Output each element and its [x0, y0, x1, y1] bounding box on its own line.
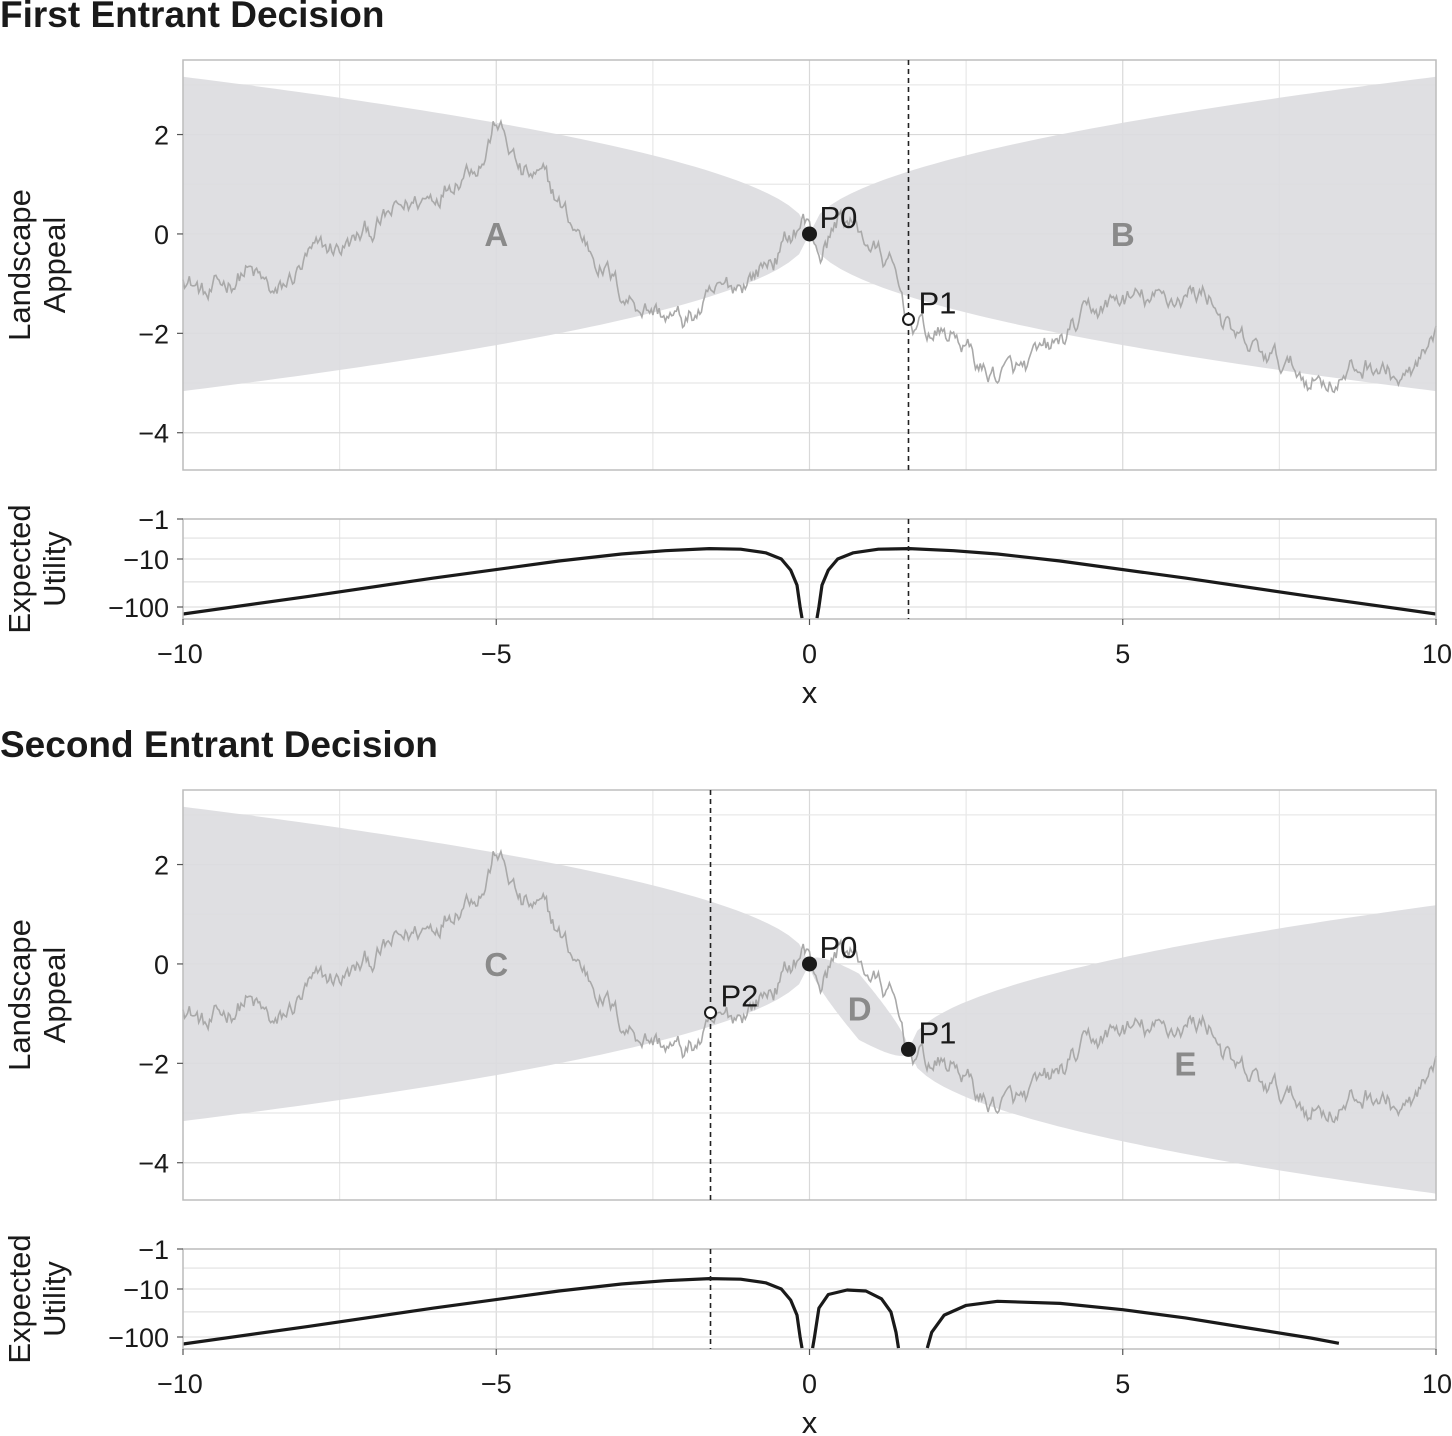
point-label-p2: P2 — [721, 979, 759, 1014]
landscape-ylabel-line-1: Landscape — [2, 919, 37, 1071]
y-tick-label: 2 — [154, 121, 169, 151]
point-label-p0: P0 — [820, 200, 858, 235]
uncertainty-band-1 — [183, 806, 810, 1122]
x-axis-title: x — [802, 1405, 818, 1436]
chart-title-second-entrant: Second Entrant Decision — [0, 724, 438, 765]
y-tick-label: −4 — [138, 1149, 169, 1179]
utility-panel: −1 −10 −100 Expected Utility — [2, 1234, 1437, 1364]
utility-curve-group — [183, 1277, 1340, 1349]
utility-curve-segment-2 — [815, 547, 1436, 619]
x-tick-label: −5 — [481, 1369, 512, 1399]
x-tick-label: −5 — [481, 639, 512, 669]
uncertainty-band-2 — [809, 957, 909, 1056]
x-tick-label: 5 — [1115, 1369, 1130, 1399]
landscape-panel: C D E P0 P1 P2 2 0 −2 −4 Landscape Appeal — [2, 789, 1437, 1201]
y-tick-label: −2 — [138, 319, 169, 349]
x-tick-label: 0 — [802, 639, 817, 669]
point-label-p1: P1 — [918, 285, 956, 320]
utility-y-tick-label: −1 — [138, 505, 169, 535]
utility-y-tick-label: −1 — [138, 1235, 169, 1265]
uncertainty-band-3 — [908, 905, 1436, 1194]
x-axis: −10 −5 0 5 10 x — [157, 1349, 1452, 1436]
x-tick-label: −10 — [157, 1369, 203, 1399]
x-axis-title: x — [802, 675, 818, 710]
y-tick-label: 2 — [154, 851, 169, 881]
y-tick-label: −2 — [138, 1049, 169, 1079]
utility-ylabel-line-2: Utility — [37, 531, 72, 607]
chart-title-first-entrant: First Entrant Decision — [0, 0, 385, 35]
landscape-frame — [182, 789, 1437, 1201]
landscape-frame — [182, 59, 1437, 471]
point-p1 — [900, 1041, 916, 1057]
utility-ylabel-line-2: Utility — [37, 1261, 72, 1337]
utility-y-tick-label: −10 — [123, 1275, 169, 1305]
utility-panel: −1 −10 −100 Expected Utility — [2, 504, 1437, 634]
landscape-panel: A B P0 P1 2 0 −2 −4 Landscape Appeal — [2, 59, 1437, 471]
x-tick-label: −10 — [157, 639, 203, 669]
x-tick-label: 0 — [802, 1369, 817, 1399]
y-tick-label: −4 — [138, 419, 169, 449]
region-label-a: A — [484, 216, 508, 253]
x-tick-label: 10 — [1422, 1369, 1452, 1399]
utility-curve-group — [183, 547, 1436, 619]
region-label-d: D — [848, 991, 872, 1028]
point-label-p0: P0 — [820, 930, 858, 965]
x-tick-label: 10 — [1422, 639, 1452, 669]
x-axis: −10 −5 0 5 10 x — [157, 619, 1452, 710]
uncertainty-band-2 — [809, 76, 1436, 392]
region-label-b: B — [1111, 216, 1135, 253]
point-label-p1: P1 — [918, 1015, 956, 1050]
utility-curve-segment-2 — [811, 1288, 901, 1349]
utility-y-tick-label: −100 — [108, 1323, 169, 1353]
y-tick-label: 0 — [154, 950, 169, 980]
utility-y-tick-label: −10 — [123, 545, 169, 575]
point-p1 — [901, 312, 915, 326]
landscape-line — [182, 848, 1437, 1124]
utility-curve-segment-1 — [183, 547, 804, 619]
landscape-line — [182, 118, 1437, 394]
point-p0 — [802, 956, 817, 972]
landscape-ylabel-line-2: Appeal — [37, 217, 72, 314]
uncertainty-band-1 — [183, 76, 810, 392]
landscape-ylabel-line-2: Appeal — [37, 947, 72, 1044]
x-tick-label: 5 — [1115, 639, 1130, 669]
region-label-c: C — [484, 946, 508, 983]
region-label-e: E — [1174, 1045, 1196, 1082]
utility-ylabel-line-1: Expected — [2, 504, 37, 633]
utility-curve-segment-3 — [925, 1299, 1340, 1349]
y-tick-label: 0 — [154, 220, 169, 250]
utility-y-tick-label: −100 — [108, 593, 169, 623]
point-p2 — [704, 1006, 718, 1020]
utility-ylabel-line-1: Expected — [2, 1234, 37, 1363]
utility-curve-segment-1 — [183, 1277, 804, 1349]
landscape-ylabel-line-1: Landscape — [2, 189, 37, 341]
point-p0 — [802, 226, 817, 242]
